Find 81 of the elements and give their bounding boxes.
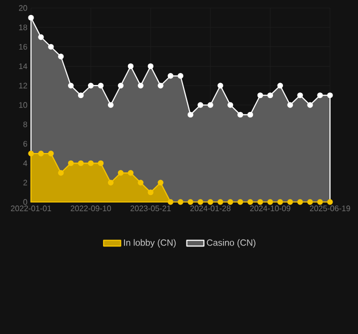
point	[227, 199, 234, 205]
point	[327, 199, 333, 205]
point	[158, 180, 164, 186]
x-tick-label: 2023-05-21	[130, 206, 171, 212]
point	[138, 180, 144, 186]
point	[247, 199, 254, 205]
point	[148, 63, 154, 70]
point	[188, 199, 194, 205]
point	[158, 82, 164, 88]
point	[168, 199, 174, 205]
legend-label: In lobby (CN)	[124, 239, 176, 248]
point	[68, 82, 74, 88]
y-tick-label: 12	[19, 82, 28, 88]
point	[118, 170, 124, 176]
point	[277, 199, 284, 205]
point	[327, 92, 333, 98]
point	[88, 82, 94, 88]
point	[208, 102, 214, 108]
x-tick-label: 2024-10-09	[250, 206, 290, 212]
point	[287, 102, 293, 108]
point	[317, 199, 323, 205]
point	[178, 199, 184, 205]
x-tick-label: 2022-01-01	[10, 206, 52, 212]
point	[98, 82, 104, 88]
point	[118, 82, 124, 88]
x-tick-label: 2024-01-28	[190, 206, 230, 212]
point	[108, 180, 114, 186]
point	[98, 160, 104, 166]
point	[128, 170, 134, 176]
point	[307, 102, 313, 108]
point	[218, 82, 224, 88]
point	[148, 189, 154, 196]
y-tick-label: 8	[23, 122, 28, 128]
y-tick-label: 18	[19, 24, 28, 30]
y-tick-label: 4	[23, 160, 28, 166]
point	[247, 112, 254, 118]
y-tick-label: 10	[19, 102, 28, 108]
point	[267, 199, 274, 205]
point	[257, 92, 264, 98]
point	[38, 150, 44, 156]
point	[297, 92, 303, 98]
legend-label: Casino (CN)	[206, 239, 256, 248]
point	[48, 150, 54, 156]
point	[38, 34, 44, 40]
point	[287, 199, 293, 205]
point	[78, 160, 84, 166]
point	[227, 102, 234, 108]
point	[58, 54, 64, 60]
x-tick-label: 2025-06-19	[310, 206, 350, 212]
y-tick-label: 20	[18, 5, 28, 11]
y-tick-label: 6	[23, 140, 28, 147]
point	[237, 112, 244, 118]
point	[218, 199, 224, 205]
point	[78, 92, 84, 98]
point	[138, 82, 144, 88]
point	[48, 44, 54, 50]
point	[198, 102, 204, 108]
point	[88, 160, 94, 166]
y-tick-label: 0	[23, 199, 28, 205]
y-tick-label: 2	[23, 180, 28, 186]
point	[28, 150, 34, 156]
x-tick-label: 2022-09-10	[70, 206, 111, 212]
point	[277, 82, 284, 88]
point	[28, 14, 34, 21]
point	[188, 112, 194, 118]
point	[178, 73, 184, 79]
point	[297, 199, 303, 205]
point	[317, 92, 323, 98]
point	[267, 92, 274, 98]
point	[198, 199, 204, 205]
point	[237, 199, 244, 205]
point	[128, 63, 134, 70]
point	[208, 199, 214, 205]
point	[58, 170, 64, 176]
point	[307, 199, 313, 205]
y-tick-label: 16	[19, 44, 28, 50]
point	[257, 199, 264, 205]
point	[168, 73, 174, 79]
point	[108, 102, 114, 108]
y-tick-label: 14	[19, 63, 28, 69]
point	[68, 160, 74, 166]
